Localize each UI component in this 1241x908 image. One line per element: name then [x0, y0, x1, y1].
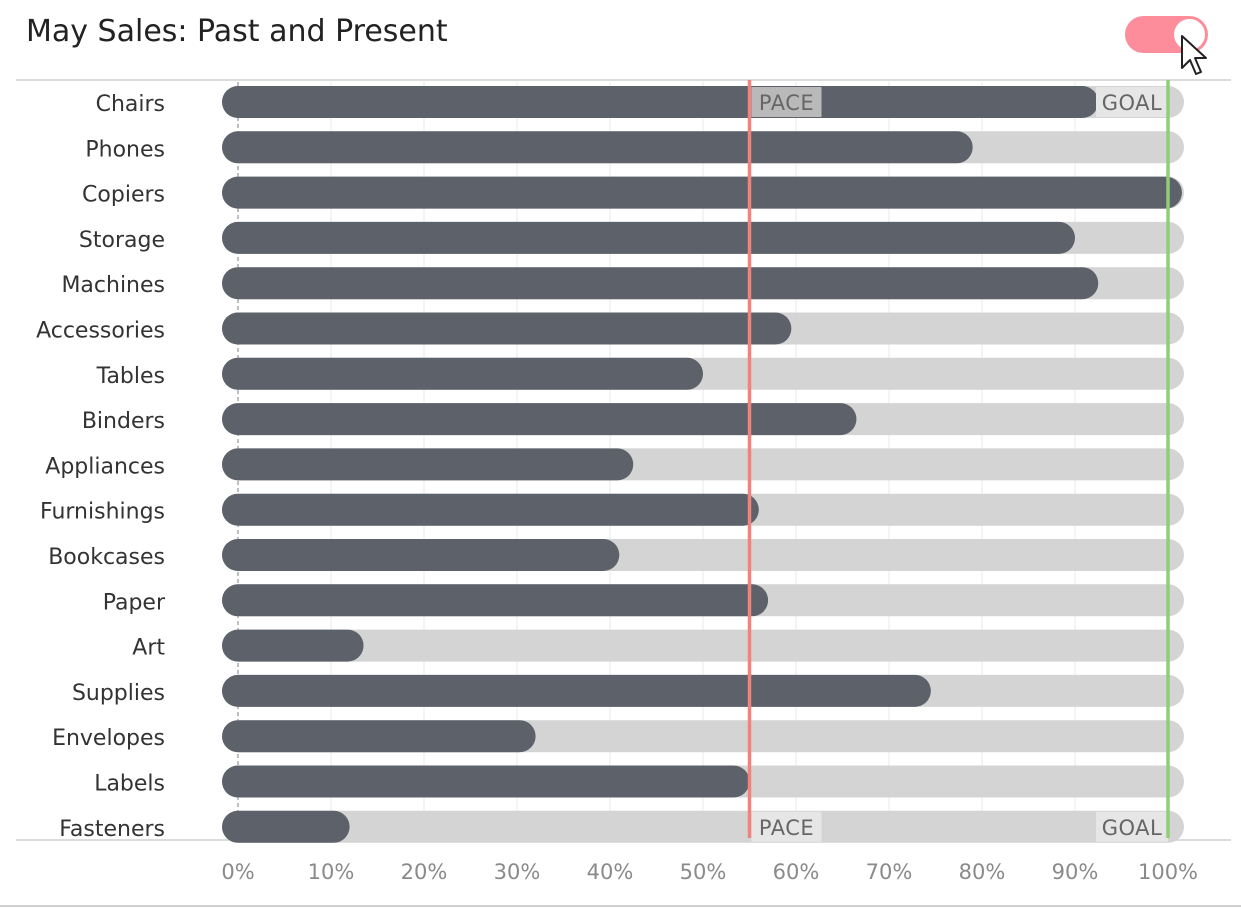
category-label: Fasteners	[59, 817, 165, 842]
bar	[222, 810, 350, 843]
bars	[222, 86, 1182, 843]
bar	[222, 448, 634, 481]
bar	[222, 86, 1099, 118]
bar	[222, 539, 620, 571]
x-tick-label: 60%	[773, 860, 820, 884]
bar	[222, 312, 792, 345]
bar	[222, 765, 750, 798]
x-tick-label: 30%	[494, 860, 541, 884]
bar	[222, 403, 857, 436]
category-label: Tables	[96, 364, 165, 389]
bar	[222, 720, 536, 753]
reference-label: GOAL	[1102, 91, 1163, 115]
bar-track	[222, 629, 1184, 662]
category-label: Appliances	[45, 454, 165, 479]
x-axis-ticks: 0% 10% 20% 30% 40% 50% 60% 70% 80% 90% 100%	[221, 860, 1198, 884]
category-label: Bookcases	[48, 545, 165, 570]
category-label: Copiers	[82, 183, 165, 208]
reference-label-box	[1096, 87, 1168, 117]
reference-label: PACE	[759, 91, 814, 115]
bar	[222, 357, 703, 390]
category-label: Art	[132, 636, 165, 661]
category-label: Chairs	[96, 92, 165, 117]
category-label: Machines	[61, 273, 165, 298]
reference-label-box	[1096, 811, 1168, 842]
x-tick-label: 50%	[680, 860, 727, 884]
reference-label-box	[751, 87, 822, 117]
category-label: Storage	[79, 228, 165, 253]
reference-lines: PACE PACE GOAL GOAL	[747, 80, 1170, 842]
bar	[222, 221, 1075, 254]
x-tick-label: 90%	[1052, 860, 1099, 884]
category-label: Paper	[103, 590, 166, 615]
x-tick-label: 100%	[1138, 860, 1198, 884]
category-label: Envelopes	[52, 726, 165, 751]
bar	[222, 267, 1099, 300]
bar	[222, 584, 769, 617]
category-label: Supplies	[72, 681, 165, 706]
category-label: Binders	[82, 409, 165, 434]
reference-label: GOAL	[1102, 816, 1163, 840]
chart-title: May Sales: Past and Present	[26, 14, 448, 49]
x-tick-label: 20%	[401, 860, 448, 884]
category-label: Furnishings	[40, 500, 165, 525]
bottom-rule	[0, 905, 1241, 907]
category-labels: Chairs Phones Copiers Storage Machines Access…	[36, 92, 166, 842]
bar-track	[222, 810, 1184, 843]
bar	[222, 674, 931, 707]
x-tick-label: 10%	[308, 860, 355, 884]
bar	[222, 493, 759, 526]
reference-label-box	[751, 811, 822, 842]
mouse-cursor-icon	[1181, 35, 1207, 75]
category-label: Phones	[85, 137, 165, 162]
bar	[222, 131, 973, 164]
x-tick-label: 80%	[959, 860, 1006, 884]
category-label: Accessories	[36, 319, 165, 344]
bar	[222, 629, 364, 662]
category-label: Labels	[94, 772, 165, 797]
reference-label: PACE	[759, 816, 814, 840]
x-tick-label: 40%	[587, 860, 634, 884]
x-tick-label: 70%	[866, 860, 913, 884]
bar	[222, 176, 1182, 209]
x-tick-label: 0%	[221, 860, 254, 884]
